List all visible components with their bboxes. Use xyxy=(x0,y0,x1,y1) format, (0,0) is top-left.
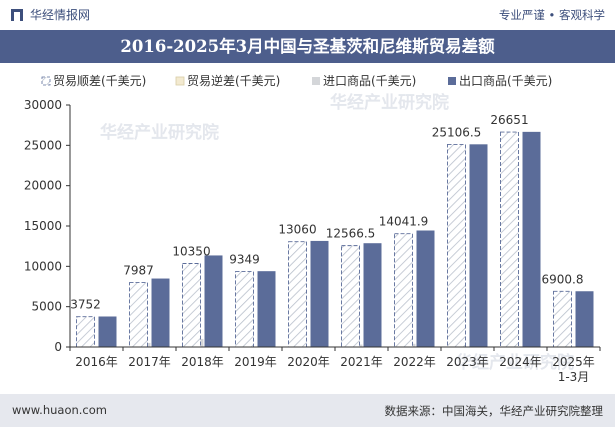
x-tick-label: 2025年 1-3月 xyxy=(552,355,595,384)
bar-export xyxy=(416,230,435,347)
y-tick-label: 25000 xyxy=(24,138,62,152)
top-bar: 华经情报网 专业严谨 • 客观科学 xyxy=(0,0,615,28)
x-axis: 2016年 2017年 2018年 2019年 2020年 2021年 2022年 2023年… xyxy=(69,346,601,384)
bar-export xyxy=(257,271,276,347)
data-label: 12566.5 xyxy=(326,227,376,241)
y-tick-label: 5000 xyxy=(31,300,62,314)
bar-surplus xyxy=(288,241,307,348)
data-label: 25106.5 xyxy=(432,125,482,139)
bar-surplus xyxy=(553,290,572,348)
watermark-text: 华经产业研究院 xyxy=(330,92,449,113)
brand-name: 华经情报网 xyxy=(30,8,91,22)
title-bar: 2016-2025年3月中国与圣基茨和尼维斯贸易差额 xyxy=(0,30,615,63)
footer-website: www.huaon.com xyxy=(12,403,107,417)
data-label: 7987 xyxy=(123,264,154,278)
x-tick-label: 2024年 xyxy=(499,355,542,369)
x-tick-label: 2022年 xyxy=(393,355,436,369)
x-tick-label: 2018年 xyxy=(181,355,224,369)
y-tick-label: 10000 xyxy=(24,259,62,273)
x-tick-label: 2023年 xyxy=(446,355,489,369)
bar-export xyxy=(575,291,594,347)
y-tick-label: 30000 xyxy=(24,98,62,112)
y-axis: 0 5000 10000 15000 20000 25000 30000 xyxy=(24,98,71,354)
brand-logo-icon xyxy=(11,8,23,21)
data-label: 6900.8 xyxy=(542,272,584,286)
bar-surplus xyxy=(394,233,413,348)
bar-surplus xyxy=(341,245,360,348)
bar-surplus xyxy=(129,282,148,348)
x-tick-label: 2019年 xyxy=(234,355,277,369)
legend-label: 贸易顺差(千美元) xyxy=(53,74,146,88)
legend-swatch xyxy=(41,76,51,86)
legend-label: 进口商品(千美元) xyxy=(323,73,416,88)
x-tick-label: 2021年 xyxy=(340,355,383,369)
watermark-text: 华经产业研究院 xyxy=(100,122,219,143)
y-tick-label: 0 xyxy=(54,340,62,354)
x-tick-label: 2020年 xyxy=(287,355,330,369)
y-tick-label: 15000 xyxy=(24,219,62,233)
legend-swatch xyxy=(175,76,185,86)
data-label: 10350 xyxy=(172,245,210,259)
x-tick-label: 2017年 xyxy=(128,355,171,369)
y-tick-label: 20000 xyxy=(24,179,62,193)
bar-export xyxy=(151,278,170,347)
data-label: 14041.9 xyxy=(379,215,429,229)
bar-export xyxy=(98,316,117,347)
bar-surplus xyxy=(500,131,519,348)
footer: www.huaon.com 数据来源：中国海关，华经产业研究院整理 xyxy=(0,394,615,427)
data-label: 13060 xyxy=(278,223,316,237)
bar-surplus xyxy=(235,271,254,348)
bar-export xyxy=(363,243,382,347)
tagline: 专业严谨 • 客观科学 xyxy=(498,8,605,22)
legend-label: 贸易逆差(千美元) xyxy=(187,73,280,88)
bar-export xyxy=(469,144,488,347)
data-label: 3752 xyxy=(70,298,101,312)
footer-source: 数据来源：中国海关，华经产业研究院整理 xyxy=(384,404,604,418)
legend-swatch xyxy=(448,77,456,85)
legend-label: 出口商品(千美元) xyxy=(459,73,552,88)
bar-export xyxy=(522,131,541,347)
legend: 贸易顺差(千美元) 贸易逆差(千美元) 进口商品(千美元) 出口商品(千美元) xyxy=(41,73,552,88)
brand: 华经情报网 xyxy=(10,6,90,23)
bar-surplus xyxy=(182,263,201,348)
data-label: 9349 xyxy=(229,253,260,267)
x-tick-label: 2016年 xyxy=(75,355,118,369)
chart-title: 2016-2025年3月中国与圣基茨和尼维斯贸易差额 xyxy=(120,37,495,56)
bar-export xyxy=(310,240,329,347)
data-label: 26651 xyxy=(490,113,528,127)
legend-swatch xyxy=(312,77,320,85)
watermark-text: 华经产业研究院 xyxy=(455,352,574,373)
bar-surplus xyxy=(76,316,95,348)
bar-surplus xyxy=(447,144,466,348)
bar-export xyxy=(204,255,223,347)
